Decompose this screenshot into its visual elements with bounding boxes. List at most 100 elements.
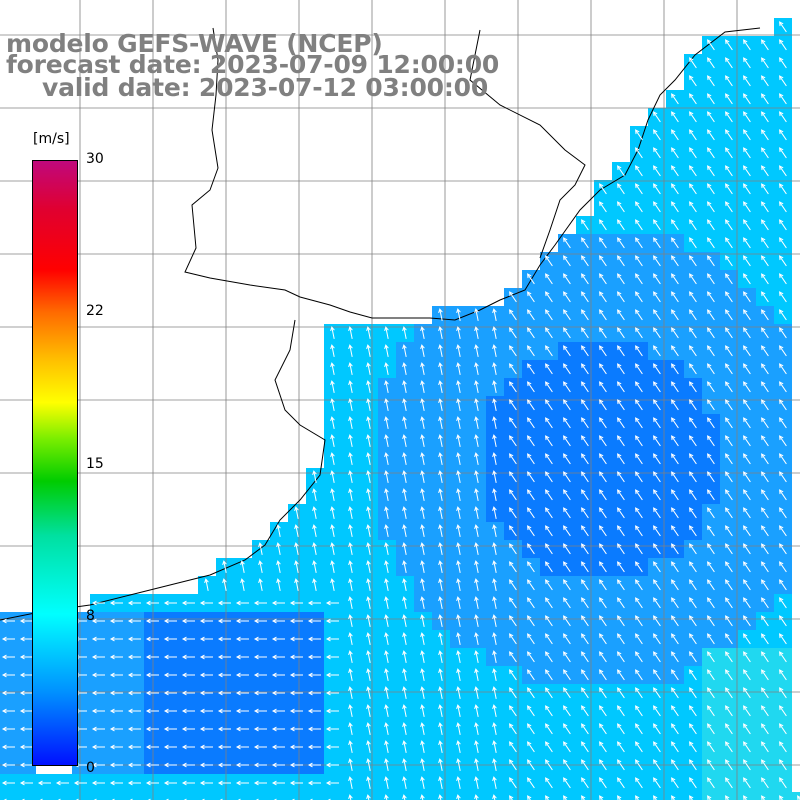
ocean-cell [522, 792, 540, 800]
wind-arrow [145, 618, 159, 624]
wind-arrow [217, 708, 231, 714]
wind-arrow [127, 672, 141, 678]
wind-arrow [779, 543, 787, 555]
wind-arrow [563, 795, 568, 800]
wind-arrow [109, 636, 123, 642]
wind-arrow [761, 741, 769, 753]
wind-arrow [527, 723, 535, 735]
wind-arrow [779, 561, 787, 573]
wind-arrow [384, 632, 389, 645]
wind-arrow [545, 273, 553, 285]
wind-arrow [761, 777, 769, 789]
wind-arrow [779, 21, 787, 33]
wind-arrow [671, 525, 679, 537]
wind-arrow [366, 596, 371, 609]
wind-arrow [545, 453, 553, 465]
wind-arrow [438, 308, 443, 321]
wind-arrow [366, 794, 371, 800]
wind-arrow [402, 668, 407, 681]
wind-arrow [271, 744, 285, 750]
wind-arrow [1, 654, 15, 660]
wind-arrow [545, 381, 553, 393]
wind-arrow [545, 687, 553, 699]
wind-arrow [653, 435, 661, 447]
wind-arrow [689, 615, 697, 627]
wind-arrow [743, 345, 751, 357]
wind-arrow [743, 147, 751, 159]
wind-arrow [725, 273, 733, 285]
wind-arrow [779, 111, 787, 123]
wind-arrow [366, 416, 371, 429]
wind-arrow [761, 543, 769, 555]
wind-arrow [725, 615, 733, 627]
wind-arrow [707, 183, 715, 195]
wind-arrow [527, 507, 535, 519]
wind-arrow [348, 506, 353, 519]
wind-arrow [689, 489, 697, 501]
wind-arrow [127, 744, 141, 750]
wind-arrow [689, 129, 697, 141]
ocean-cell [180, 792, 198, 800]
wind-arrow [127, 762, 141, 768]
wind-arrow [527, 309, 535, 321]
wind-arrow [73, 780, 87, 786]
wind-arrow [689, 255, 697, 267]
wind-arrow [509, 741, 517, 753]
wind-arrow [145, 636, 159, 642]
wind-arrow [181, 654, 195, 660]
wind-arrow [19, 618, 33, 624]
wind-arrow [199, 636, 213, 642]
wind-arrow [707, 561, 715, 573]
wind-arrow [348, 398, 353, 411]
wind-arrow [707, 705, 715, 717]
wind-arrow [474, 578, 479, 591]
wind-arrow [235, 780, 249, 786]
wind-arrow [456, 686, 461, 699]
wind-arrow [617, 471, 625, 483]
wind-arrow [653, 687, 661, 699]
wind-arrow [545, 651, 553, 663]
wind-arrow [402, 758, 407, 771]
wind-arrow [635, 219, 643, 231]
wind-arrow [474, 362, 479, 375]
wind-arrow [438, 686, 443, 699]
wind-arrow [779, 669, 787, 681]
wind-arrow [725, 183, 733, 195]
wind-arrow [235, 744, 249, 750]
wind-arrow [599, 273, 607, 285]
wind-arrow [456, 380, 461, 393]
wind-arrow [527, 543, 535, 555]
wind-arrow [563, 525, 571, 537]
wind-arrow [1, 672, 15, 678]
wind-arrow [456, 650, 461, 663]
wind-arrow [545, 525, 553, 537]
wind-arrow [563, 327, 571, 339]
wind-arrow [384, 758, 389, 771]
wind-arrow [743, 759, 751, 771]
wind-arrow [653, 201, 661, 213]
wind-arrow [509, 561, 517, 573]
wind-arrow [420, 362, 425, 375]
wind-arrow [581, 417, 589, 429]
ocean-cell [666, 792, 684, 800]
wind-arrow [689, 165, 697, 177]
colorbar [32, 160, 78, 766]
wind-arrow [509, 615, 517, 627]
wind-arrow [492, 362, 497, 375]
wind-arrow [509, 399, 517, 411]
wind-arrow [456, 488, 461, 501]
wind-arrow [653, 615, 661, 627]
wind-arrow [689, 147, 697, 159]
wind-arrow [253, 762, 267, 768]
wind-arrow [671, 183, 679, 195]
wind-arrow [617, 723, 625, 735]
wind-arrow [181, 780, 195, 786]
wind-arrow [653, 183, 661, 195]
wind-arrow [761, 705, 769, 717]
wind-arrow [635, 417, 643, 429]
wind-arrow [527, 687, 535, 699]
wind-arrow [707, 327, 715, 339]
wind-arrow [671, 327, 679, 339]
wind-arrow [599, 633, 607, 645]
wind-arrow [366, 632, 371, 645]
